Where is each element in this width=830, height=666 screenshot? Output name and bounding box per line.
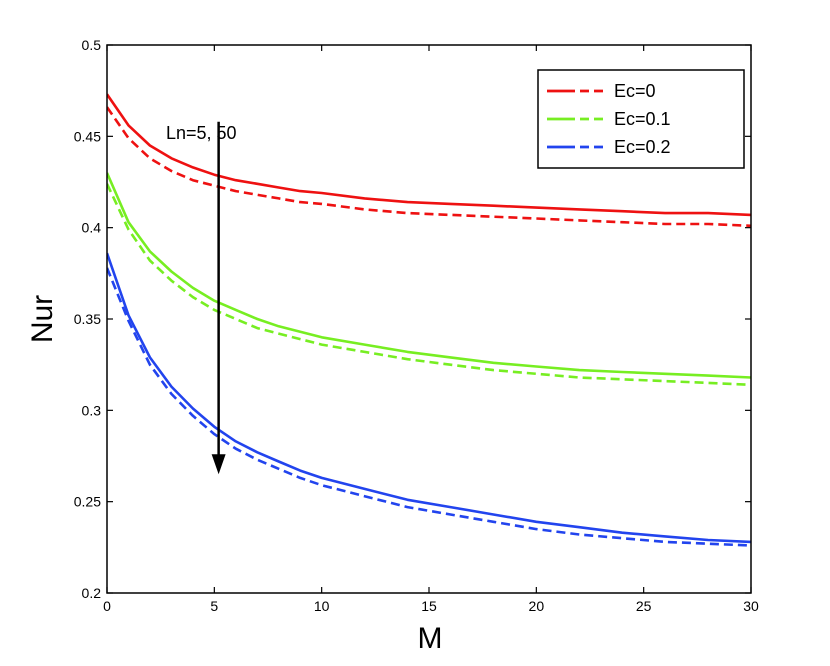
series-ec-0-1-ln-5 (107, 172, 751, 379)
legend-label: Ec=0.1 (614, 109, 671, 129)
x-tick-label: 0 (103, 598, 111, 614)
x-tick-label: 20 (529, 598, 545, 614)
legend-label: Ec=0.2 (614, 137, 671, 157)
x-tick-labels: 0 5 10 15 20 25 30 (103, 598, 759, 614)
annotation-text: Ln=5, 50 (166, 123, 237, 143)
x-tick-label: 25 (636, 598, 652, 614)
annotation: Ln=5, 50 (166, 121, 237, 475)
legend-item-ec-0-2: Ec=0.2 (547, 137, 671, 157)
series-ec-0-ln-5 (107, 93, 751, 217)
plot-frame (106, 44, 752, 594)
y-tick-label: 0.35 (74, 311, 101, 327)
y-tick-label: 0.25 (74, 494, 101, 510)
x-tick-label: 10 (314, 598, 330, 614)
y-tick-labels: 0.2 0.25 0.3 0.35 0.4 0.45 0.5 (74, 37, 101, 601)
series-ec-0-1-ln-50 (107, 183, 751, 387)
legend-label: Ec=0 (614, 81, 656, 101)
x-tick-label: 5 (210, 598, 218, 614)
y-axis-label: Nur (26, 295, 59, 343)
x-axis-label: M (418, 622, 443, 655)
y-tick-label: 0.45 (74, 128, 101, 144)
legend: Ec=0 Ec=0.1 Ec=0.2 (537, 69, 745, 169)
annotation-arrow-head (211, 454, 226, 475)
y-tick-label: 0.5 (82, 37, 102, 53)
series-ec-0-2-ln-5 (107, 252, 751, 544)
series-ec-0-ln-50 (107, 106, 751, 228)
legend-item-ec-0-1: Ec=0.1 (547, 109, 671, 129)
series-layer (107, 93, 751, 547)
y-tick-label: 0.4 (82, 220, 102, 236)
x-tick-label: 15 (421, 598, 437, 614)
x-tick-label: 30 (743, 598, 759, 614)
y-tick-label: 0.3 (82, 402, 102, 418)
legend-item-ec-0: Ec=0 (547, 81, 656, 101)
y-tick-label: 0.2 (82, 585, 102, 601)
